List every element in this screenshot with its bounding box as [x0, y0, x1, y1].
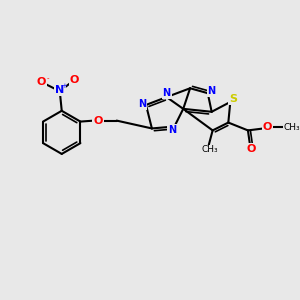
Text: O: O: [246, 144, 256, 154]
Text: CH₃: CH₃: [284, 123, 300, 132]
Text: -: -: [47, 76, 49, 82]
Text: O: O: [93, 116, 103, 126]
Text: +: +: [62, 83, 68, 89]
Text: S: S: [229, 94, 237, 104]
Text: N: N: [208, 86, 216, 96]
Text: O: O: [263, 122, 272, 133]
Text: O: O: [37, 77, 46, 87]
Text: O: O: [70, 75, 79, 85]
Text: N: N: [138, 99, 146, 109]
Text: CH₃: CH₃: [201, 146, 218, 154]
Text: N: N: [163, 88, 171, 98]
Text: N: N: [168, 125, 176, 135]
Text: N: N: [55, 85, 64, 95]
